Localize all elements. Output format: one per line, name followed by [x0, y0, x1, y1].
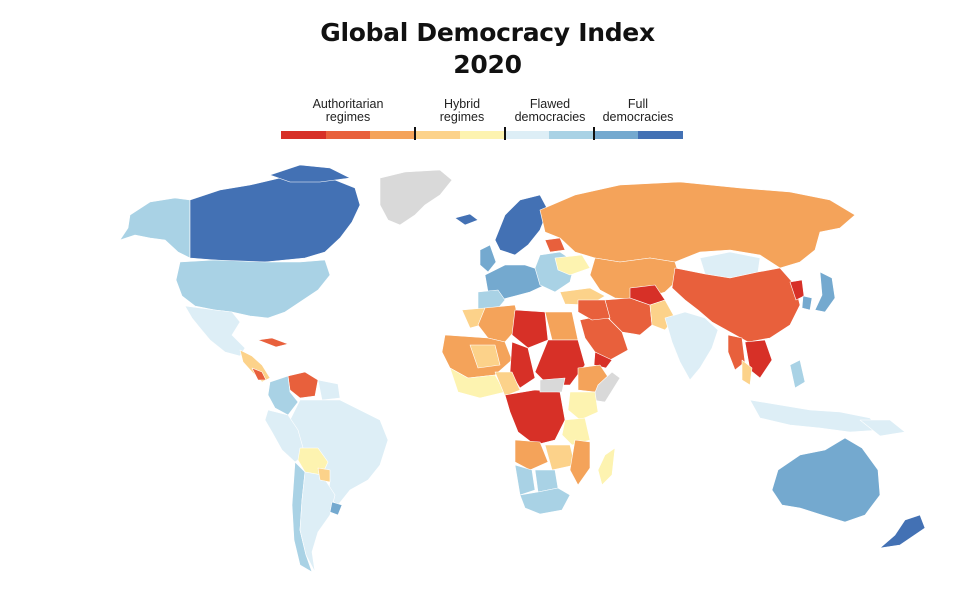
region-iceland	[454, 213, 479, 226]
region-nigeria	[494, 371, 521, 397]
region-alaska	[119, 197, 191, 259]
region-uruguay	[329, 501, 343, 516]
region-japan	[814, 271, 836, 313]
region-yemen	[593, 351, 613, 369]
region-venezuela	[287, 371, 319, 399]
region-scandinavia	[494, 194, 549, 256]
region-argentina	[299, 471, 336, 573]
region-car	[539, 377, 566, 393]
legend-label-hybrid: Hybrid regimes	[439, 97, 485, 124]
legend-divider	[504, 127, 506, 140]
region-australia	[771, 437, 881, 523]
legend-swatch	[504, 131, 550, 139]
region-philippines	[789, 359, 806, 389]
region-indonesia	[749, 399, 881, 433]
legend-divider	[593, 127, 595, 140]
region-usa	[175, 259, 331, 319]
legend-label-authoritarian: Authoritarian regimes	[312, 97, 384, 124]
region-belarus	[544, 237, 566, 253]
region-russia	[539, 181, 856, 269]
region-madagascar	[597, 447, 616, 486]
region-mali	[469, 344, 501, 369]
region-namibia	[514, 464, 536, 496]
legend-swatch	[549, 131, 594, 139]
region-new-zealand	[879, 514, 926, 549]
region-mexico	[184, 305, 246, 357]
region-arctic-islands	[269, 164, 351, 183]
legend-label-flawed: Flawed democracies	[514, 97, 586, 124]
region-sudan	[534, 339, 586, 386]
legend-divider	[414, 127, 416, 140]
region-cuba	[257, 337, 289, 348]
region-canada	[189, 174, 361, 263]
legend-label-full: Full democracies	[602, 97, 674, 124]
region-angola	[514, 439, 549, 471]
region-central-america	[239, 349, 271, 383]
region-iraq	[577, 299, 611, 321]
region-mozambique	[569, 439, 591, 486]
region-nicaragua	[251, 367, 267, 381]
legend-swatch	[459, 131, 505, 139]
region-china	[671, 267, 801, 343]
region-india	[664, 311, 719, 381]
legend-color-scale	[281, 131, 684, 139]
region-ukraine	[554, 254, 591, 276]
region-paraguay	[317, 467, 331, 483]
legend-swatch	[281, 131, 326, 139]
legend-swatch	[415, 131, 460, 139]
region-guianas	[317, 379, 341, 401]
region-south-africa	[519, 487, 571, 515]
region-papua	[859, 419, 906, 437]
map-title: Global Democracy Index	[320, 18, 655, 47]
region-south-korea	[801, 295, 813, 311]
region-myanmar	[727, 334, 746, 371]
region-uk	[479, 244, 497, 273]
map-year: 2020	[453, 50, 522, 79]
region-thailand	[741, 359, 753, 386]
legend-swatch	[370, 131, 416, 139]
region-egypt	[544, 311, 579, 341]
legend-swatch	[593, 131, 639, 139]
region-chad	[509, 341, 536, 389]
region-libya	[511, 309, 549, 349]
legend-swatch	[638, 131, 684, 139]
region-colombia	[267, 375, 299, 416]
legend-swatch	[325, 131, 371, 139]
region-greenland	[379, 169, 453, 226]
region-central-africa	[504, 389, 566, 446]
region-kenya	[567, 391, 599, 421]
